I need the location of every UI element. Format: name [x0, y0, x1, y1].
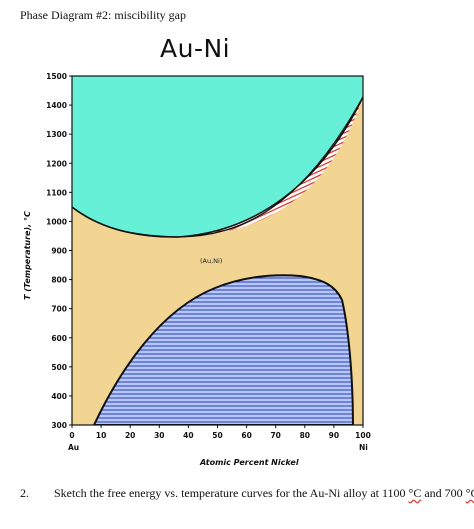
y-tick-label: 700 [51, 305, 67, 314]
y-tick-label: 1100 [46, 188, 67, 197]
x-tick-label: 70 [270, 431, 280, 440]
y-tick-label: 600 [51, 334, 67, 343]
question-unit-1: °C [408, 486, 422, 500]
y-tick-label: 1000 [46, 217, 67, 226]
x-axis-label: Atomic Percent Nickel [199, 458, 299, 467]
x-tick-label: 100 [355, 431, 371, 440]
x-tick-label: 90 [329, 431, 339, 440]
question-text-before: Sketch the free energy vs. temperature c… [54, 486, 409, 500]
question-number: 2. [20, 486, 29, 500]
liquid-region [72, 76, 363, 238]
question: 2. Sketch the free energy vs. temperature… [20, 486, 474, 501]
y-tick-label: 1300 [46, 130, 67, 139]
y-tick-label: 1500 [46, 72, 67, 81]
y-axis-label: T (Temperature), °C [23, 211, 32, 300]
y-tick-label: 400 [51, 392, 67, 401]
left-component-label: Au [68, 443, 79, 452]
x-tick-label: 50 [212, 431, 222, 440]
x-tick-label: 30 [154, 431, 164, 440]
x-tick-label: 0 [69, 431, 74, 440]
x-tick-label: 40 [183, 431, 193, 440]
miscibility-gap-region [92, 274, 355, 425]
solidus-curve [72, 96, 363, 238]
x-tick-label: 20 [125, 431, 135, 440]
x-axis-ticks: 0 10 20 30 40 50 60 70 80 90 100 [69, 425, 371, 440]
y-tick-label: 1400 [46, 101, 67, 110]
page-heading: Phase Diagram #2: miscibility gap [20, 8, 186, 22]
y-axis-ticks: 300 400 500 600 700 800 900 1000 1100 1200 1300 140… [46, 72, 72, 430]
x-tick-label: 10 [96, 431, 106, 440]
question-unit-2: °C [465, 486, 474, 500]
x-tick-label: 60 [241, 431, 251, 440]
x-tick-label: 80 [300, 431, 310, 440]
y-tick-label: 800 [51, 276, 67, 285]
y-tick-label: 900 [51, 247, 67, 256]
question-text-middle: and 700 [421, 486, 466, 500]
y-tick-label: 300 [51, 421, 67, 430]
y-tick-label: 500 [51, 363, 67, 372]
diagram-title: Au-Ni [160, 34, 231, 63]
phase-label: (Au,Ni) [200, 257, 222, 265]
right-component-label: Ni [359, 443, 368, 452]
y-tick-label: 1200 [46, 159, 67, 168]
